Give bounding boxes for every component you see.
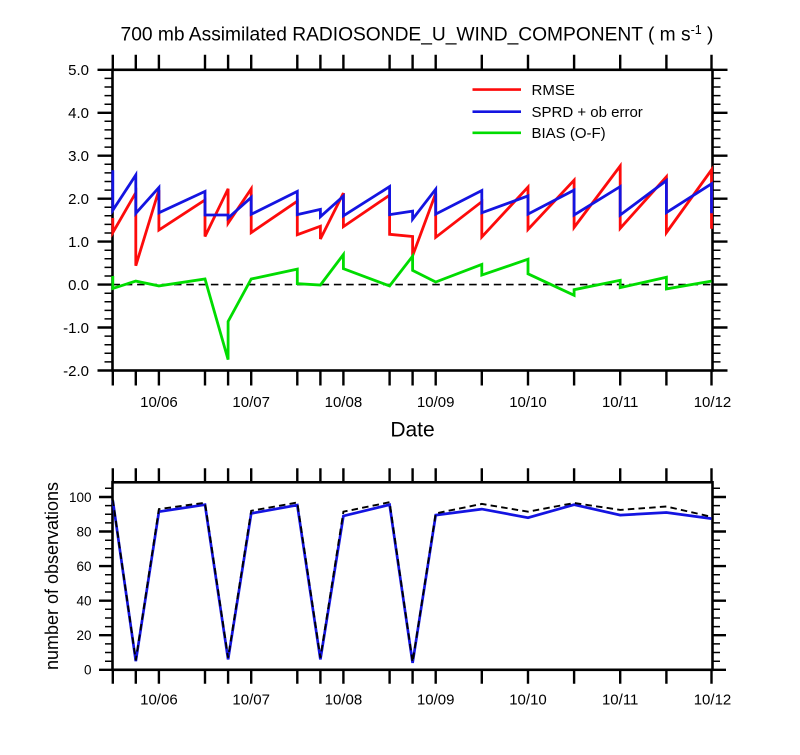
svg-text:0.0: 0.0 xyxy=(68,277,89,294)
svg-text:10/12: 10/12 xyxy=(694,394,732,411)
svg-text:5.0: 5.0 xyxy=(68,62,89,79)
svg-text:10/08: 10/08 xyxy=(325,692,363,709)
svg-text:10/06: 10/06 xyxy=(140,394,178,411)
svg-text:10/06: 10/06 xyxy=(140,692,178,709)
svg-text:SPRD + ob error: SPRD + ob error xyxy=(532,104,643,121)
svg-text:10/10: 10/10 xyxy=(509,394,547,411)
svg-text:Date: Date xyxy=(390,419,434,442)
svg-text:2.0: 2.0 xyxy=(68,191,89,208)
svg-text:60: 60 xyxy=(76,559,91,574)
svg-text:BIAS (O-F): BIAS (O-F) xyxy=(532,125,606,142)
svg-text:80: 80 xyxy=(76,524,91,539)
svg-text:-2.0: -2.0 xyxy=(63,363,89,380)
svg-text:20: 20 xyxy=(76,628,91,643)
svg-text:4.0: 4.0 xyxy=(68,105,89,122)
svg-text:100: 100 xyxy=(69,490,92,505)
svg-text:RMSE: RMSE xyxy=(532,82,575,99)
svg-text:-1.0: -1.0 xyxy=(63,320,89,337)
svg-text:10/11: 10/11 xyxy=(602,692,638,709)
svg-text:0: 0 xyxy=(84,663,92,678)
svg-text:10/08: 10/08 xyxy=(325,394,363,411)
svg-text:number of observations: number of observations xyxy=(42,482,62,670)
svg-text:10/11: 10/11 xyxy=(602,394,638,411)
svg-text:1.0: 1.0 xyxy=(68,234,89,251)
svg-text:40: 40 xyxy=(76,594,91,609)
svg-text:10/10: 10/10 xyxy=(509,692,547,709)
svg-text:10/09: 10/09 xyxy=(417,692,455,709)
svg-text:3.0: 3.0 xyxy=(68,148,89,165)
svg-text:10/12: 10/12 xyxy=(694,692,732,709)
svg-text:10/07: 10/07 xyxy=(232,692,270,709)
svg-text:700 mb Assimilated RADIOSONDE_: 700 mb Assimilated RADIOSONDE_U_WIND_COM… xyxy=(121,23,714,46)
svg-text:10/09: 10/09 xyxy=(417,394,455,411)
svg-text:10/07: 10/07 xyxy=(232,394,270,411)
